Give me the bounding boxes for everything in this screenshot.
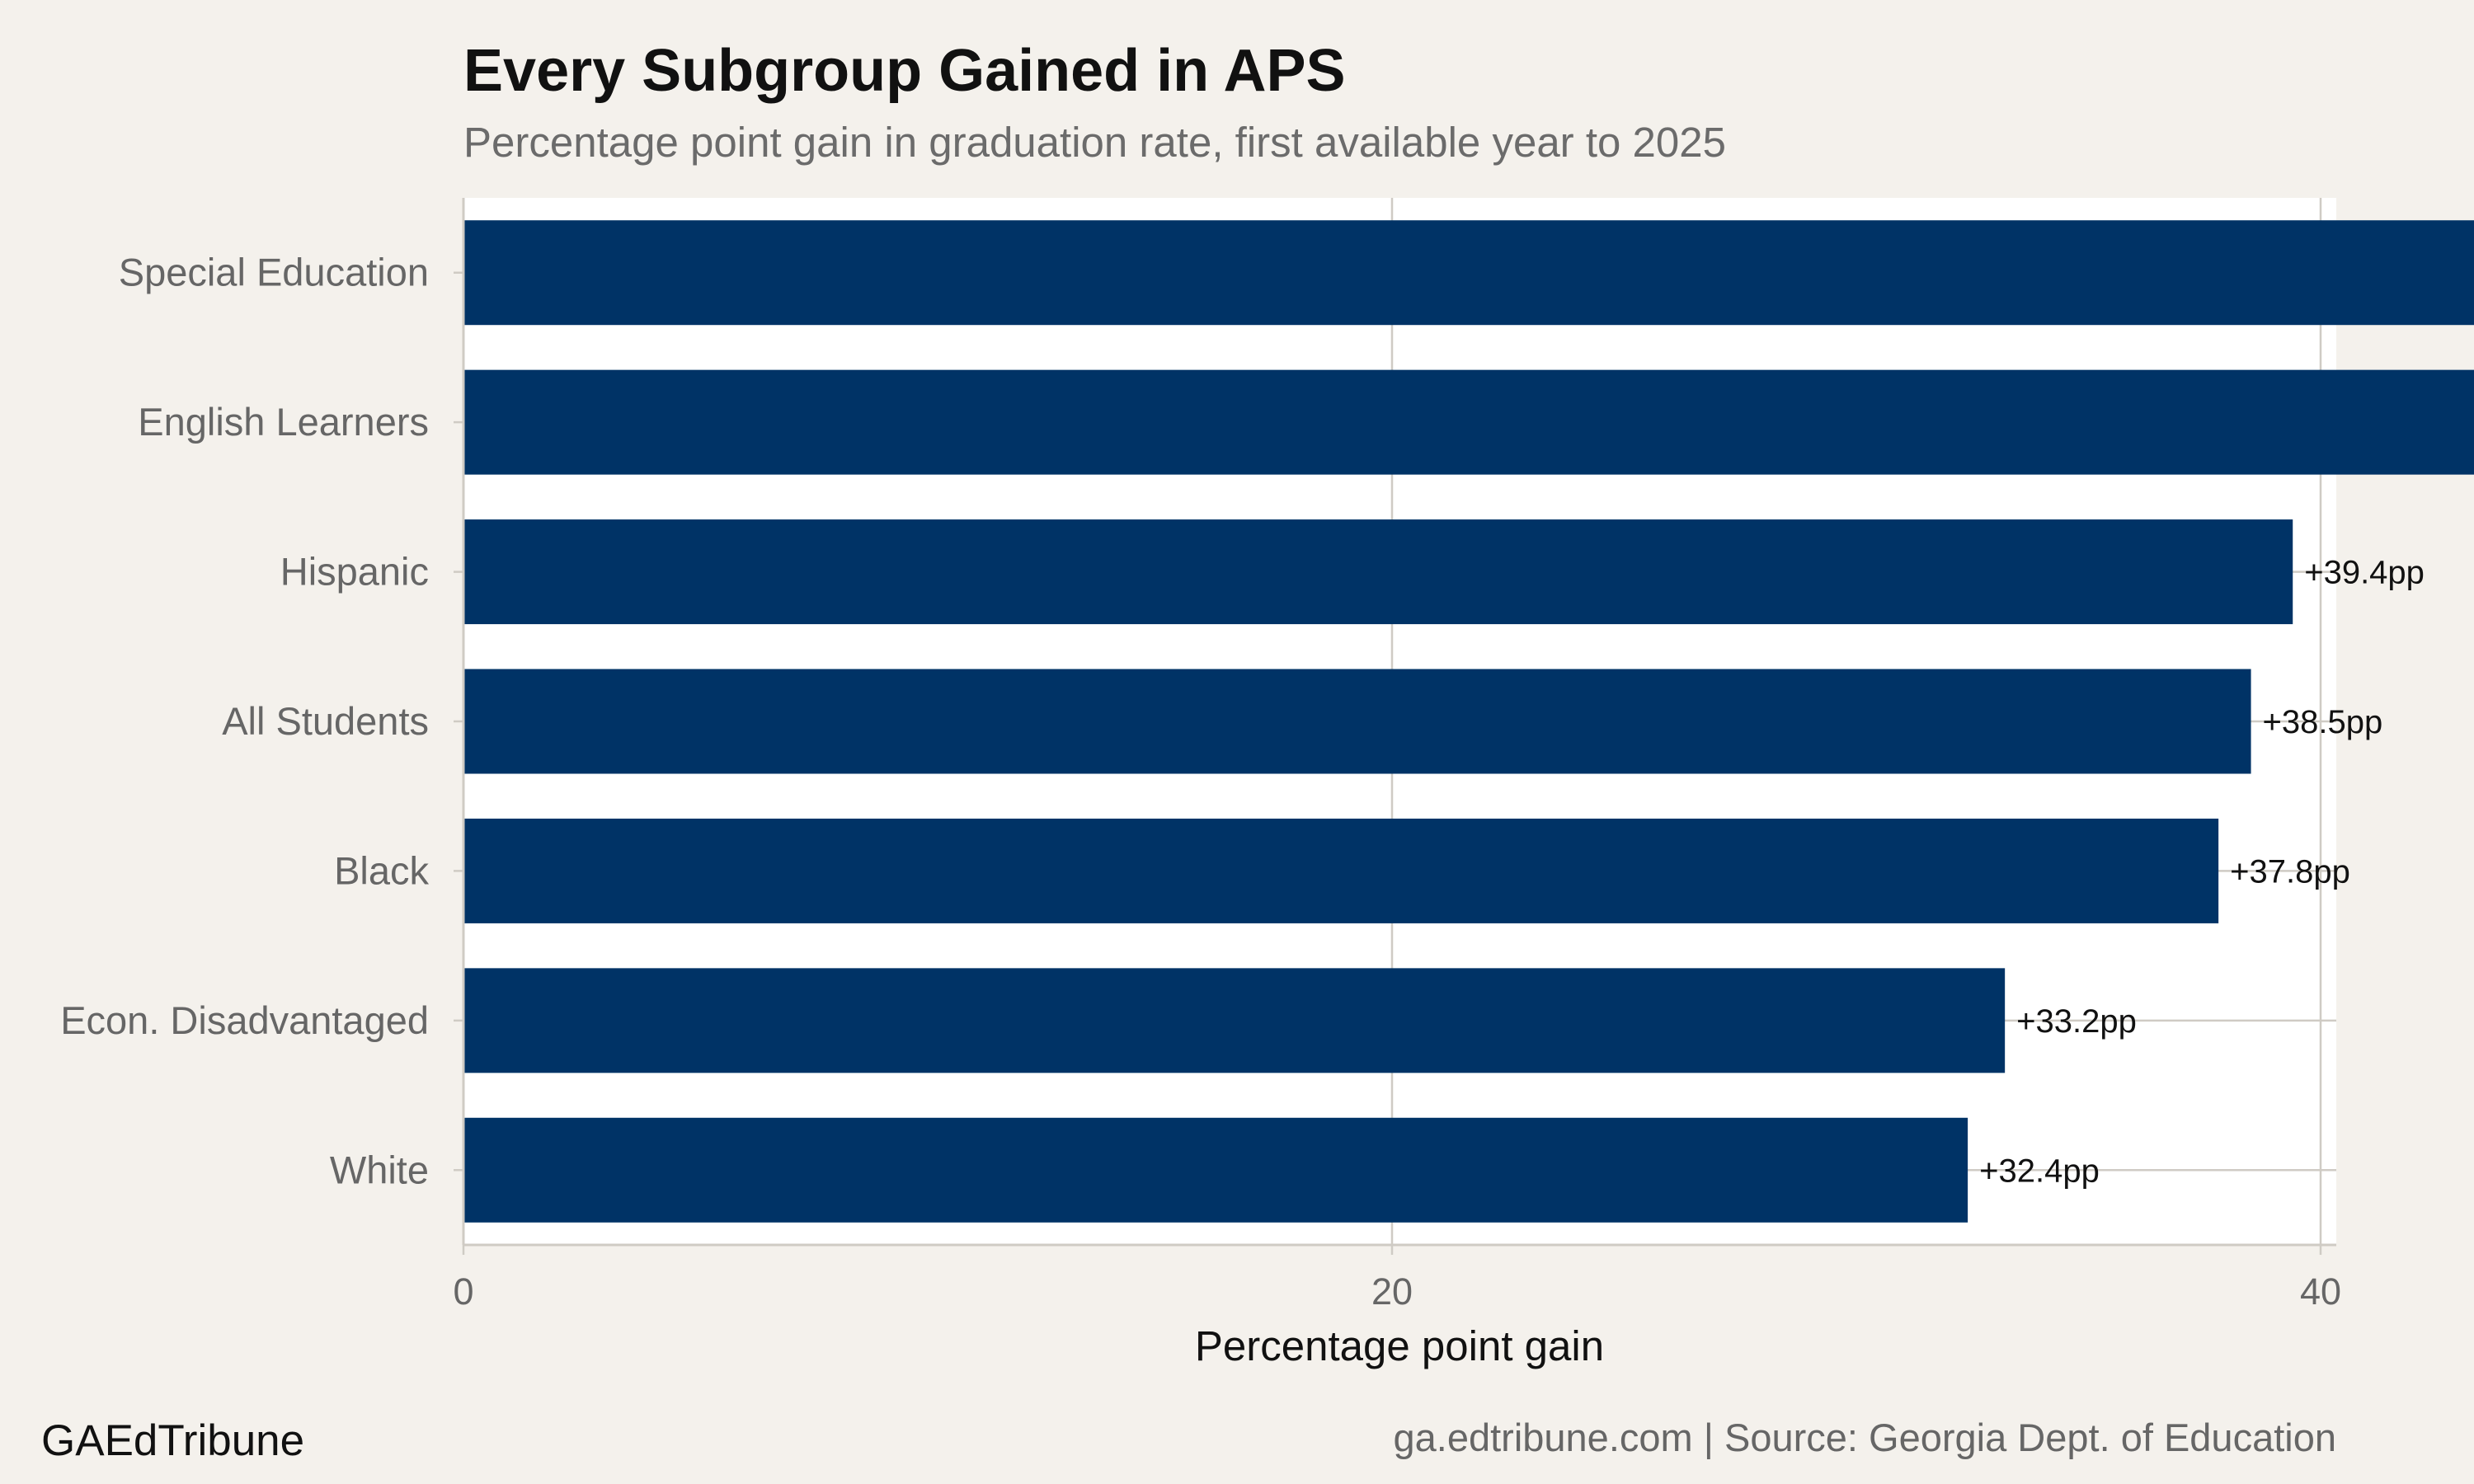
source-note: ga.edtribune.com | Source: Georgia Dept.…	[1394, 1416, 2337, 1459]
category-label: White	[330, 1148, 429, 1191]
x-tick-label: 20	[1371, 1270, 1413, 1313]
category-label: Black	[334, 848, 429, 892]
category-label: Econ. Disadvantaged	[60, 998, 429, 1042]
bar-value-label: +39.4pp	[2304, 555, 2425, 591]
bar	[463, 1117, 1968, 1223]
category-label: Special Education	[119, 251, 429, 294]
bar-value-label: +33.2pp	[2016, 1003, 2137, 1040]
bar	[463, 968, 2006, 1073]
category-label: Hispanic	[280, 550, 429, 594]
bars: +70.2pp+47.8pp+39.4pp+38.5pp+37.8pp+33.2…	[463, 220, 2474, 1223]
x-axis-title: Percentage point gain	[1195, 1322, 1604, 1369]
category-label: English Learners	[138, 400, 429, 444]
chart-title: Every Subgroup Gained in APS	[463, 38, 1346, 104]
brand-logo-text: GAEdTribune	[41, 1416, 304, 1465]
x-tick-label: 40	[2300, 1270, 2341, 1313]
bar	[463, 818, 2219, 923]
x-tick-label: 0	[453, 1270, 473, 1313]
bar-value-label: +38.5pp	[2263, 704, 2383, 740]
chart-subtitle: Percentage point gain in graduation rate…	[463, 119, 1726, 166]
bar	[463, 519, 2293, 625]
bar	[463, 220, 2474, 326]
bar-value-label: +37.8pp	[2230, 853, 2350, 890]
bar	[463, 369, 2474, 475]
bar	[463, 669, 2251, 774]
bar-value-label: +32.4pp	[1979, 1153, 2100, 1189]
category-label: All Students	[222, 699, 429, 743]
